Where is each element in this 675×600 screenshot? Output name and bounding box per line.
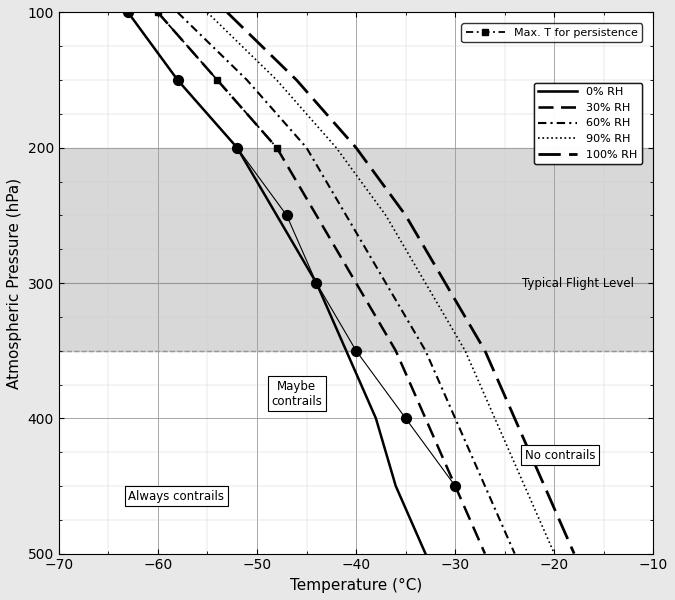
Point bbox=[232, 143, 242, 152]
Legend: 0% RH, 30% RH, 60% RH, 90% RH, 100% RH: 0% RH, 30% RH, 60% RH, 90% RH, 100% RH bbox=[534, 83, 642, 164]
Bar bbox=[59, 148, 653, 350]
Point bbox=[281, 211, 292, 220]
Point bbox=[351, 346, 362, 355]
Point bbox=[123, 8, 134, 17]
Point bbox=[311, 278, 322, 288]
Point bbox=[450, 481, 460, 491]
Text: Typical Flight Level: Typical Flight Level bbox=[522, 277, 634, 290]
Text: No contrails: No contrails bbox=[524, 449, 595, 462]
Point bbox=[172, 75, 183, 85]
Text: Maybe
contrails: Maybe contrails bbox=[271, 380, 322, 408]
Y-axis label: Atmospheric Pressure (hPa): Atmospheric Pressure (hPa) bbox=[7, 178, 22, 389]
Point bbox=[400, 413, 411, 423]
X-axis label: Temperature (°C): Temperature (°C) bbox=[290, 578, 422, 593]
Text: Always contrails: Always contrails bbox=[128, 490, 224, 503]
